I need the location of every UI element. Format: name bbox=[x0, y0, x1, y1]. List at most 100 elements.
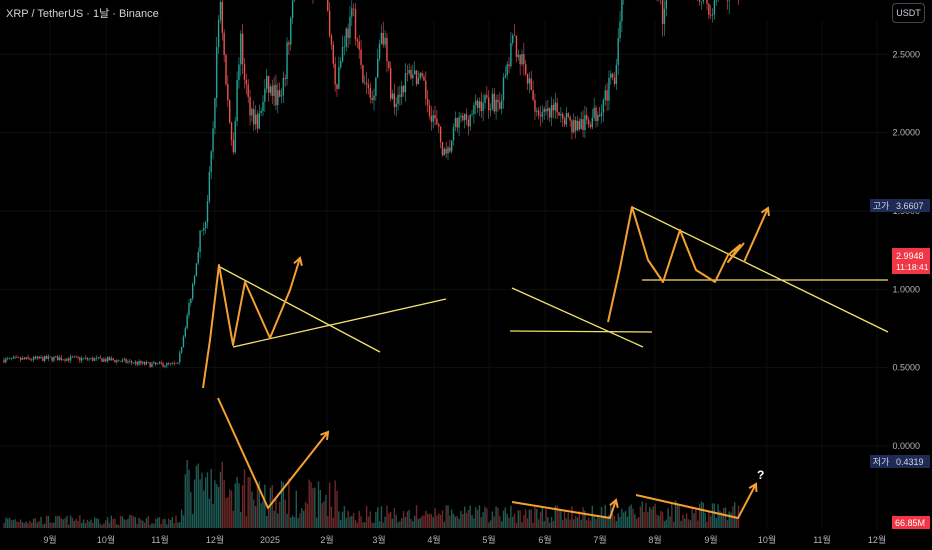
volume-bar bbox=[495, 506, 497, 528]
volume-bar bbox=[330, 506, 333, 528]
candle-body bbox=[338, 67, 340, 89]
volume-bar bbox=[234, 483, 236, 528]
y-tick-label: 2.5000 bbox=[892, 49, 920, 59]
candle-body bbox=[5, 358, 7, 363]
volume-bar bbox=[580, 519, 582, 528]
candle-body bbox=[86, 357, 88, 360]
volume-bar bbox=[567, 512, 569, 528]
volume-bar bbox=[8, 517, 11, 528]
volume-bar bbox=[613, 515, 616, 528]
candle-body bbox=[269, 86, 272, 93]
candle-body bbox=[521, 53, 523, 65]
candle-body bbox=[451, 140, 453, 152]
volume-bar bbox=[247, 477, 249, 528]
volume-bar bbox=[134, 517, 137, 528]
x-tick-label: 2025 bbox=[260, 535, 280, 545]
candle-body bbox=[138, 361, 140, 365]
volume-bar bbox=[525, 509, 527, 528]
volume-bar bbox=[95, 518, 98, 528]
volume-bar bbox=[5, 517, 7, 528]
currency-button[interactable]: USDT bbox=[892, 3, 925, 23]
candle-body bbox=[216, 47, 218, 99]
candle-body bbox=[510, 43, 512, 67]
volume-bar bbox=[118, 524, 120, 528]
volume-bar bbox=[319, 490, 322, 528]
volume-bar bbox=[406, 511, 408, 528]
volume-bar bbox=[332, 517, 334, 528]
candle-body bbox=[550, 105, 553, 118]
candle-body bbox=[106, 357, 109, 362]
volume-bar bbox=[532, 522, 534, 528]
volume-bar bbox=[236, 476, 238, 528]
candle-body bbox=[240, 33, 242, 65]
candle-body bbox=[130, 361, 133, 363]
volume-bar bbox=[45, 515, 48, 528]
volume-bar bbox=[358, 510, 360, 528]
candle-body bbox=[45, 356, 48, 359]
candle-body bbox=[539, 115, 542, 117]
candle-body bbox=[95, 357, 98, 359]
candle-body bbox=[32, 356, 35, 360]
volume-bar bbox=[504, 507, 507, 528]
candle-body bbox=[58, 357, 61, 361]
x-tick-label: 9월 bbox=[704, 534, 717, 545]
volume-bar bbox=[412, 521, 414, 528]
candle-body bbox=[428, 104, 431, 116]
candle-body bbox=[3, 359, 5, 363]
candle-body bbox=[493, 93, 495, 112]
candle-body bbox=[282, 77, 285, 96]
volume-bar bbox=[615, 521, 618, 528]
volume-bar bbox=[203, 490, 205, 528]
candle-body bbox=[591, 117, 593, 128]
candle-body bbox=[382, 32, 384, 45]
candle-body bbox=[204, 222, 207, 228]
volume-bar bbox=[192, 514, 194, 528]
candle-body bbox=[421, 72, 423, 77]
candle-body bbox=[617, 37, 619, 65]
volume-bar bbox=[663, 521, 666, 528]
volume-bar bbox=[27, 523, 29, 528]
volume-bar bbox=[587, 517, 590, 528]
volume-bar bbox=[243, 469, 246, 528]
high-marker: 고가 3.6607 bbox=[870, 199, 930, 212]
candle-body bbox=[397, 94, 399, 104]
candle-body bbox=[21, 358, 24, 360]
candle-body bbox=[367, 84, 370, 88]
candle-body bbox=[173, 362, 175, 364]
candle-body bbox=[116, 360, 118, 363]
candle-body bbox=[432, 115, 434, 122]
up-arrow bbox=[743, 207, 769, 263]
pattern-line bbox=[217, 265, 381, 353]
candle-body bbox=[47, 356, 50, 359]
volume-bar bbox=[164, 518, 166, 528]
volume-bar bbox=[253, 499, 255, 528]
candle-body bbox=[571, 120, 573, 133]
volume-bar bbox=[31, 522, 33, 528]
candle-body bbox=[343, 46, 346, 48]
volume-bar bbox=[724, 507, 727, 528]
candle-body bbox=[158, 362, 161, 364]
volume-bar bbox=[508, 517, 510, 528]
volume-bar bbox=[486, 508, 488, 528]
volume-bar bbox=[334, 480, 336, 528]
candle-body bbox=[460, 115, 462, 118]
candle-body bbox=[210, 151, 212, 172]
volume-bar bbox=[55, 516, 57, 528]
volume-bar bbox=[36, 522, 38, 528]
volume-bar bbox=[519, 510, 521, 528]
candle-body bbox=[465, 114, 468, 120]
volume-bar bbox=[284, 499, 286, 528]
volume-bar bbox=[689, 520, 692, 528]
volume-bar bbox=[728, 511, 730, 528]
candle-body bbox=[160, 362, 162, 364]
candle-body bbox=[223, 32, 225, 56]
volume-bar bbox=[210, 469, 212, 528]
candle-body bbox=[378, 43, 381, 59]
candle-body bbox=[536, 110, 538, 112]
volume-bar bbox=[125, 520, 127, 528]
candle-body bbox=[362, 64, 364, 83]
candle-body bbox=[81, 358, 83, 361]
volume-bar bbox=[121, 516, 124, 528]
volume-bar bbox=[382, 522, 384, 528]
